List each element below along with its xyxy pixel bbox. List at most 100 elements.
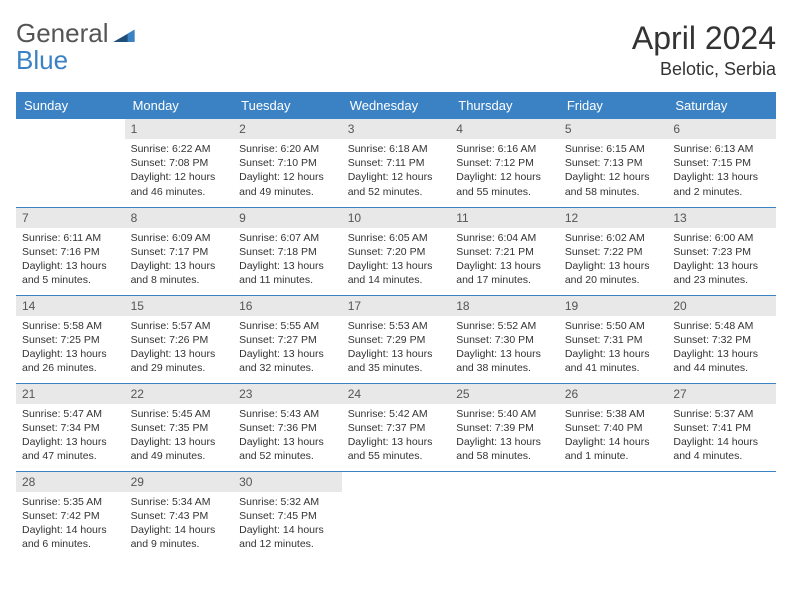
- day-number: 30: [233, 472, 342, 492]
- sunset-text: Sunset: 7:23 PM: [673, 245, 770, 259]
- day-number: 14: [16, 296, 125, 316]
- daylight-text-1: Daylight: 13 hours: [22, 259, 119, 273]
- calendar-day-cell: [16, 119, 125, 207]
- sunrise-text: Sunrise: 5:47 AM: [22, 407, 119, 421]
- sunrise-text: Sunrise: 5:32 AM: [239, 495, 336, 509]
- daylight-text-2: and 44 minutes.: [673, 361, 770, 375]
- sunrise-text: Sunrise: 5:57 AM: [131, 319, 228, 333]
- day-body: Sunrise: 5:34 AMSunset: 7:43 PMDaylight:…: [125, 492, 234, 556]
- calendar-day-cell: [450, 471, 559, 559]
- day-body: Sunrise: 6:13 AMSunset: 7:15 PMDaylight:…: [667, 139, 776, 203]
- day-number: 18: [450, 296, 559, 316]
- day-number: 10: [342, 208, 451, 228]
- calendar-day-cell: 15Sunrise: 5:57 AMSunset: 7:26 PMDayligh…: [125, 295, 234, 383]
- calendar-day-cell: [667, 471, 776, 559]
- sunset-text: Sunset: 7:27 PM: [239, 333, 336, 347]
- calendar-day-cell: 17Sunrise: 5:53 AMSunset: 7:29 PMDayligh…: [342, 295, 451, 383]
- sunrise-text: Sunrise: 6:16 AM: [456, 142, 553, 156]
- day-number: 4: [450, 119, 559, 139]
- day-body: Sunrise: 5:52 AMSunset: 7:30 PMDaylight:…: [450, 316, 559, 380]
- calendar-week-row: 28Sunrise: 5:35 AMSunset: 7:42 PMDayligh…: [16, 471, 776, 559]
- calendar-day-cell: 12Sunrise: 6:02 AMSunset: 7:22 PMDayligh…: [559, 207, 668, 295]
- day-body: Sunrise: 5:47 AMSunset: 7:34 PMDaylight:…: [16, 404, 125, 468]
- month-title: April 2024: [632, 20, 776, 57]
- calendar-day-cell: 22Sunrise: 5:45 AMSunset: 7:35 PMDayligh…: [125, 383, 234, 471]
- calendar-day-cell: 1Sunrise: 6:22 AMSunset: 7:08 PMDaylight…: [125, 119, 234, 207]
- logo-mark-icon: [113, 18, 135, 48]
- sunrise-text: Sunrise: 5:55 AM: [239, 319, 336, 333]
- calendar-day-cell: 20Sunrise: 5:48 AMSunset: 7:32 PMDayligh…: [667, 295, 776, 383]
- daylight-text-1: Daylight: 13 hours: [131, 347, 228, 361]
- calendar-day-cell: 4Sunrise: 6:16 AMSunset: 7:12 PMDaylight…: [450, 119, 559, 207]
- day-body: Sunrise: 5:37 AMSunset: 7:41 PMDaylight:…: [667, 404, 776, 468]
- daylight-text-2: and 1 minute.: [565, 449, 662, 463]
- day-body: Sunrise: 5:43 AMSunset: 7:36 PMDaylight:…: [233, 404, 342, 468]
- sunset-text: Sunset: 7:25 PM: [22, 333, 119, 347]
- daylight-text-2: and 12 minutes.: [239, 537, 336, 551]
- day-number: 29: [125, 472, 234, 492]
- day-body: Sunrise: 5:42 AMSunset: 7:37 PMDaylight:…: [342, 404, 451, 468]
- calendar-week-row: 21Sunrise: 5:47 AMSunset: 7:34 PMDayligh…: [16, 383, 776, 471]
- weekday-header: Thursday: [450, 92, 559, 119]
- sunrise-text: Sunrise: 6:15 AM: [565, 142, 662, 156]
- sunset-text: Sunset: 7:30 PM: [456, 333, 553, 347]
- daylight-text-2: and 4 minutes.: [673, 449, 770, 463]
- sunrise-text: Sunrise: 5:35 AM: [22, 495, 119, 509]
- sunrise-text: Sunrise: 5:34 AM: [131, 495, 228, 509]
- sunset-text: Sunset: 7:43 PM: [131, 509, 228, 523]
- sunrise-text: Sunrise: 6:13 AM: [673, 142, 770, 156]
- calendar-day-cell: 21Sunrise: 5:47 AMSunset: 7:34 PMDayligh…: [16, 383, 125, 471]
- logo: GeneralBlue: [16, 20, 135, 75]
- sunrise-text: Sunrise: 5:52 AM: [456, 319, 553, 333]
- daylight-text-2: and 46 minutes.: [131, 185, 228, 199]
- daylight-text-1: Daylight: 13 hours: [239, 259, 336, 273]
- sunrise-text: Sunrise: 5:43 AM: [239, 407, 336, 421]
- daylight-text-1: Daylight: 13 hours: [131, 259, 228, 273]
- sunrise-text: Sunrise: 6:11 AM: [22, 231, 119, 245]
- calendar-day-cell: 6Sunrise: 6:13 AMSunset: 7:15 PMDaylight…: [667, 119, 776, 207]
- day-number: 26: [559, 384, 668, 404]
- day-number: 22: [125, 384, 234, 404]
- daylight-text-2: and 23 minutes.: [673, 273, 770, 287]
- day-body: Sunrise: 6:16 AMSunset: 7:12 PMDaylight:…: [450, 139, 559, 203]
- sunrise-text: Sunrise: 5:53 AM: [348, 319, 445, 333]
- daylight-text-1: Daylight: 13 hours: [456, 347, 553, 361]
- day-number: 24: [342, 384, 451, 404]
- daylight-text-2: and 14 minutes.: [348, 273, 445, 287]
- calendar-day-cell: 27Sunrise: 5:37 AMSunset: 7:41 PMDayligh…: [667, 383, 776, 471]
- day-body: Sunrise: 5:55 AMSunset: 7:27 PMDaylight:…: [233, 316, 342, 380]
- sunset-text: Sunset: 7:08 PM: [131, 156, 228, 170]
- sunrise-text: Sunrise: 5:37 AM: [673, 407, 770, 421]
- daylight-text-2: and 8 minutes.: [131, 273, 228, 287]
- day-body: Sunrise: 5:48 AMSunset: 7:32 PMDaylight:…: [667, 316, 776, 380]
- sunset-text: Sunset: 7:21 PM: [456, 245, 553, 259]
- daylight-text-2: and 55 minutes.: [348, 449, 445, 463]
- sunset-text: Sunset: 7:16 PM: [22, 245, 119, 259]
- daylight-text-1: Daylight: 13 hours: [22, 347, 119, 361]
- day-body: Sunrise: 6:15 AMSunset: 7:13 PMDaylight:…: [559, 139, 668, 203]
- calendar-day-cell: 26Sunrise: 5:38 AMSunset: 7:40 PMDayligh…: [559, 383, 668, 471]
- sunset-text: Sunset: 7:18 PM: [239, 245, 336, 259]
- weekday-header: Monday: [125, 92, 234, 119]
- day-number: 9: [233, 208, 342, 228]
- day-body: Sunrise: 6:00 AMSunset: 7:23 PMDaylight:…: [667, 228, 776, 292]
- weekday-header-row: Sunday Monday Tuesday Wednesday Thursday…: [16, 92, 776, 119]
- calendar-day-cell: 3Sunrise: 6:18 AMSunset: 7:11 PMDaylight…: [342, 119, 451, 207]
- calendar-day-cell: 16Sunrise: 5:55 AMSunset: 7:27 PMDayligh…: [233, 295, 342, 383]
- weekday-header: Sunday: [16, 92, 125, 119]
- daylight-text-1: Daylight: 13 hours: [456, 435, 553, 449]
- day-body: Sunrise: 5:57 AMSunset: 7:26 PMDaylight:…: [125, 316, 234, 380]
- location: Belotic, Serbia: [632, 59, 776, 80]
- daylight-text-2: and 58 minutes.: [565, 185, 662, 199]
- daylight-text-1: Daylight: 13 hours: [565, 347, 662, 361]
- calendar-day-cell: 7Sunrise: 6:11 AMSunset: 7:16 PMDaylight…: [16, 207, 125, 295]
- sunset-text: Sunset: 7:40 PM: [565, 421, 662, 435]
- daylight-text-1: Daylight: 12 hours: [456, 170, 553, 184]
- title-block: April 2024 Belotic, Serbia: [632, 20, 776, 80]
- daylight-text-2: and 52 minutes.: [239, 449, 336, 463]
- sunset-text: Sunset: 7:35 PM: [131, 421, 228, 435]
- day-number: 27: [667, 384, 776, 404]
- day-number: 25: [450, 384, 559, 404]
- daylight-text-2: and 58 minutes.: [456, 449, 553, 463]
- daylight-text-1: Daylight: 14 hours: [565, 435, 662, 449]
